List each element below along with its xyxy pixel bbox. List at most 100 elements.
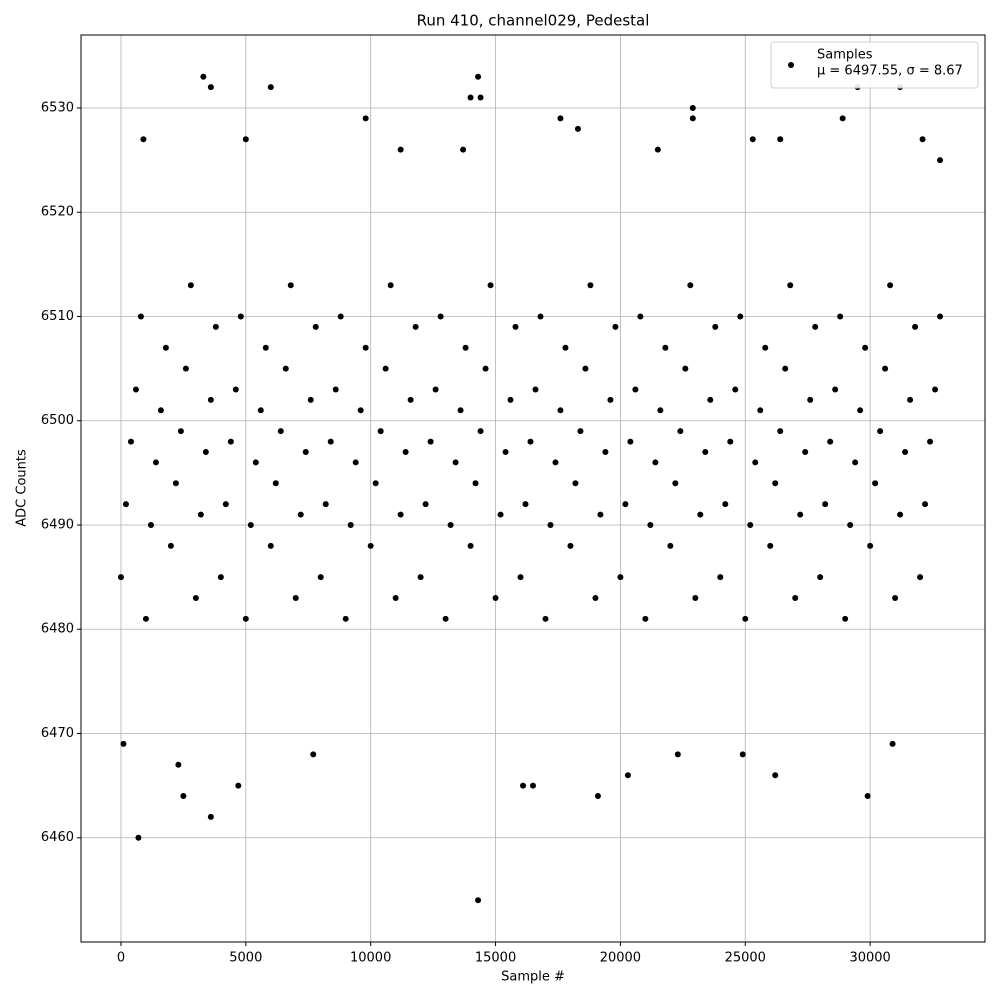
point [847,521,854,528]
y-tick-label: 6500 [41,413,74,428]
point [207,84,214,91]
point [882,365,889,372]
point [777,136,784,143]
point [397,511,404,518]
point [702,449,709,456]
point [857,407,864,414]
point [257,407,264,414]
point [557,115,564,122]
point [442,615,449,622]
point [642,615,649,622]
point [207,813,214,820]
point [272,480,279,487]
point [562,344,569,351]
y-axis-label: ADC Counts [15,449,30,527]
point [617,574,624,581]
point [277,428,284,435]
point [692,594,699,601]
point [622,501,629,508]
point [152,459,159,466]
point [135,834,142,841]
point [864,793,871,800]
point [707,396,714,403]
point [252,459,259,466]
x-tick-label: 0 [117,951,125,966]
point [222,501,229,508]
point [242,136,249,143]
point [372,480,379,487]
point [352,459,359,466]
point [362,115,369,122]
point [347,521,354,528]
x-axis-label: Sample # [501,970,565,985]
point [472,480,479,487]
point [627,438,634,445]
point [672,480,679,487]
point [937,313,944,320]
point [592,594,599,601]
point [812,323,819,330]
point [492,594,499,601]
point [837,313,844,320]
point [597,511,604,518]
point [432,386,439,393]
point [362,344,369,351]
point [475,73,482,80]
point [137,313,144,320]
x-tick-label: 25000 [725,951,766,966]
point [237,313,244,320]
point [172,480,179,487]
point [927,438,934,445]
point [937,157,944,164]
point [917,574,924,581]
point [922,501,929,508]
point [912,323,919,330]
point [422,501,429,508]
point [297,511,304,518]
point [267,542,274,549]
point [907,396,914,403]
point [772,480,779,487]
point [357,407,364,414]
point [897,511,904,518]
point [267,84,274,91]
point [477,94,484,101]
point [697,511,704,518]
point [662,344,669,351]
point [727,438,734,445]
point [577,428,584,435]
point [462,344,469,351]
point [817,574,824,581]
point [287,282,294,289]
point [902,449,909,456]
point [502,449,509,456]
point [217,574,224,581]
point [227,438,234,445]
point [532,386,539,393]
point [862,344,869,351]
point [197,511,204,518]
point [782,365,789,372]
point [657,407,664,414]
point [337,313,344,320]
point [322,501,329,508]
point [842,615,849,622]
point [180,793,187,800]
point [467,542,474,549]
point [647,521,654,528]
point [475,897,482,904]
point [827,438,834,445]
point [612,323,619,330]
point [527,438,534,445]
point [872,480,879,487]
point [167,542,174,549]
point [327,438,334,445]
point [839,115,846,122]
point [537,313,544,320]
point [777,428,784,435]
point [762,344,769,351]
point [542,615,549,622]
point [377,428,384,435]
point [387,282,394,289]
point [522,501,529,508]
